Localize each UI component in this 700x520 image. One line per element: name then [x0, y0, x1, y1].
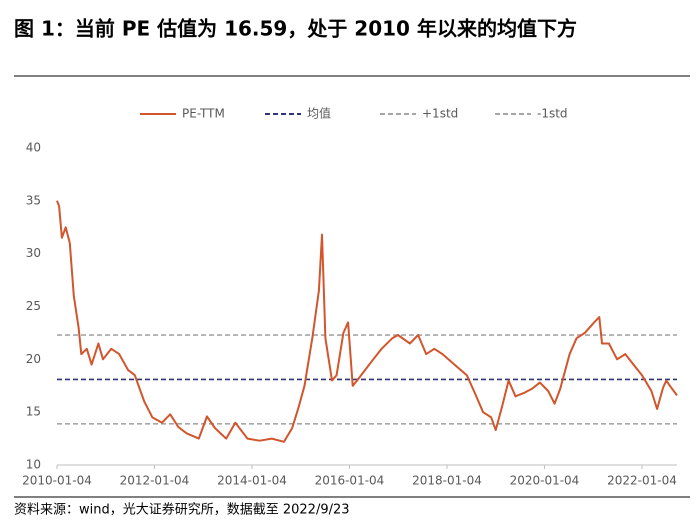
- x-tick-label: 2016-01-04: [315, 474, 385, 488]
- legend-label: 均值: [307, 106, 331, 121]
- x-tick-label: 2020-01-04: [510, 474, 580, 488]
- y-tick-label: 20: [26, 352, 41, 366]
- y-tick-label: 25: [26, 299, 41, 313]
- x-tick-label: 2014-01-04: [217, 474, 287, 488]
- y-tick-label: 30: [26, 246, 41, 260]
- chart-title: 图 1：当前 PE 估值为 16.59，处于 2010 年以来的均值下方: [14, 17, 577, 41]
- y-tick-label: 15: [26, 405, 41, 419]
- y-tick-label: 35: [26, 193, 41, 207]
- y-tick-label: 10: [26, 458, 41, 472]
- x-tick-label: 2022-01-04: [607, 474, 677, 488]
- source-note: 资料来源：wind，光大证券研究所，数据截至 2022/9/23: [14, 502, 350, 518]
- x-tick-label: 2012-01-04: [120, 474, 190, 488]
- y-tick-label: 40: [26, 141, 41, 155]
- x-tick-label: 2018-01-04: [412, 474, 482, 488]
- legend-label: +1std: [422, 107, 458, 121]
- legend-label: PE-TTM: [182, 107, 225, 121]
- series-line: [56, 200, 678, 443]
- x-tick-label: 2010-01-04: [22, 474, 92, 488]
- legend-label: -1std: [537, 107, 568, 121]
